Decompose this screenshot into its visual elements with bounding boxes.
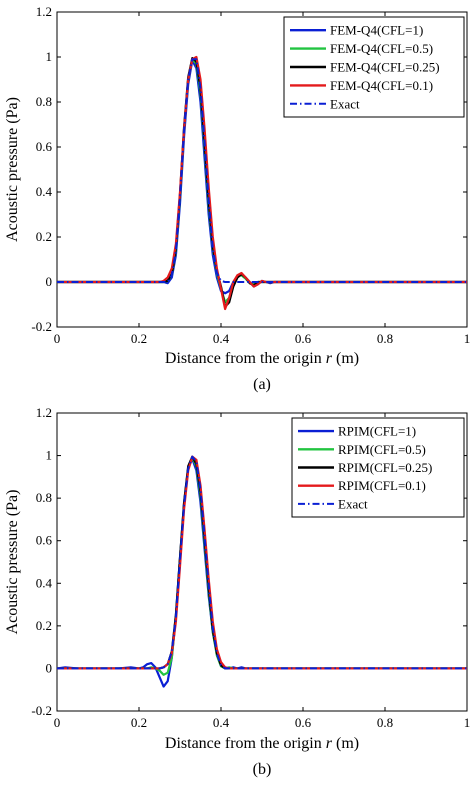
plot-area-frame [56, 11, 468, 328]
y-tick-label: 0.4 [36, 575, 53, 590]
legend-entry: RPIM(CFL=1) [338, 424, 416, 439]
x-axis-unit: (m) [332, 735, 359, 752]
y-tick-label: 0.2 [36, 229, 52, 244]
x-axis-label-text: Distance from the origin [165, 350, 326, 367]
chart-panel-b: 0 0.2 0.4 0.6 0.8 1-0.200.20.40.60.811.2Dista… [4, 405, 470, 778]
y-tick-label: 0.6 [36, 139, 53, 154]
series-group [57, 455, 467, 688]
x-tick-label: 0.8 [377, 331, 393, 346]
y-tick-label: -0.2 [31, 703, 52, 718]
y-tick-label: 0.4 [36, 184, 53, 199]
y-tick-label: 1.2 [36, 4, 52, 19]
series-group [57, 55, 467, 311]
legend-entry: FEM-Q4(CFL=1) [330, 23, 423, 38]
y-tick-label: 1.2 [36, 405, 52, 420]
legend-entry: RPIM(CFL=0.5) [338, 442, 426, 457]
x-tick-label: 1 [464, 331, 471, 346]
x-axis-label-text: Distance from the origin [165, 735, 326, 752]
y-tick-label: 1 [46, 49, 53, 64]
x-tick-label: 0.6 [295, 715, 312, 730]
x-axis-label: Distance from the origin r (m) [165, 350, 359, 367]
legend: RPIM(CFL=1) RPIM(CFL=0.5) RPIM(CFL=0.25) RP… [291, 417, 465, 518]
x-tick-label: 1 [464, 715, 471, 730]
y-tick-label: 0.8 [36, 490, 52, 505]
legend-box [283, 16, 465, 118]
x-tick-label: 0.8 [377, 715, 393, 730]
y-axis-label: Acoustic pressure (Pa) [4, 97, 21, 242]
x-axis-label: Distance from the origin r (m) [165, 735, 359, 752]
y-axis-label: Acoustic pressure (Pa) [4, 490, 21, 635]
x-tick-label: 0.4 [213, 715, 230, 730]
y-tick-label: 1 [46, 448, 53, 463]
y-tick-label: 0 [46, 660, 53, 675]
series-line-4 [57, 455, 467, 670]
plot-area-frame [56, 412, 468, 712]
legend: FEM-Q4(CFL=1) FEM-Q4(CFL=0.5) FEM-Q4(CFL=0… [283, 16, 465, 118]
series-line-5 [57, 455, 467, 670]
x-axis-variable: r [326, 350, 333, 367]
legend-entry: Exact [330, 96, 360, 111]
y-tick-label: -0.2 [31, 319, 52, 334]
legend-entry: FEM-Q4(CFL=0.1) [330, 78, 433, 93]
x-tick-label: 0.4 [213, 331, 230, 346]
x-tick-label: 0.6 [295, 331, 312, 346]
x-axis-unit: (m) [332, 350, 359, 367]
legend-entry: FEM-Q4(CFL=0.5) [330, 41, 433, 56]
panel-label: (a) [253, 376, 271, 393]
y-tick-label: 0 [46, 274, 53, 289]
x-tick-label: 0 [54, 715, 61, 730]
legend-entry: RPIM(CFL=0.25) [338, 460, 432, 475]
y-tick-label: 0.8 [36, 94, 52, 109]
legend-entry: Exact [338, 496, 368, 511]
x-axis-variable: r [326, 735, 333, 752]
x-tick-label: 0.2 [131, 715, 147, 730]
x-tick-label: 0.2 [131, 331, 147, 346]
y-tick-label: 0.6 [36, 533, 53, 548]
y-tick-label: 0.2 [36, 618, 52, 633]
legend-entry: FEM-Q4(CFL=0.25) [330, 60, 440, 75]
x-tick-label: 0 [54, 331, 61, 346]
chart-panel-a: 0 0.2 0.4 0.6 0.8 1-0.200.20.40.60.811.2Dista… [4, 4, 470, 393]
legend-entry: RPIM(CFL=0.1) [338, 478, 426, 493]
panel-label: (b) [253, 761, 272, 778]
series-line-5 [57, 58, 467, 283]
